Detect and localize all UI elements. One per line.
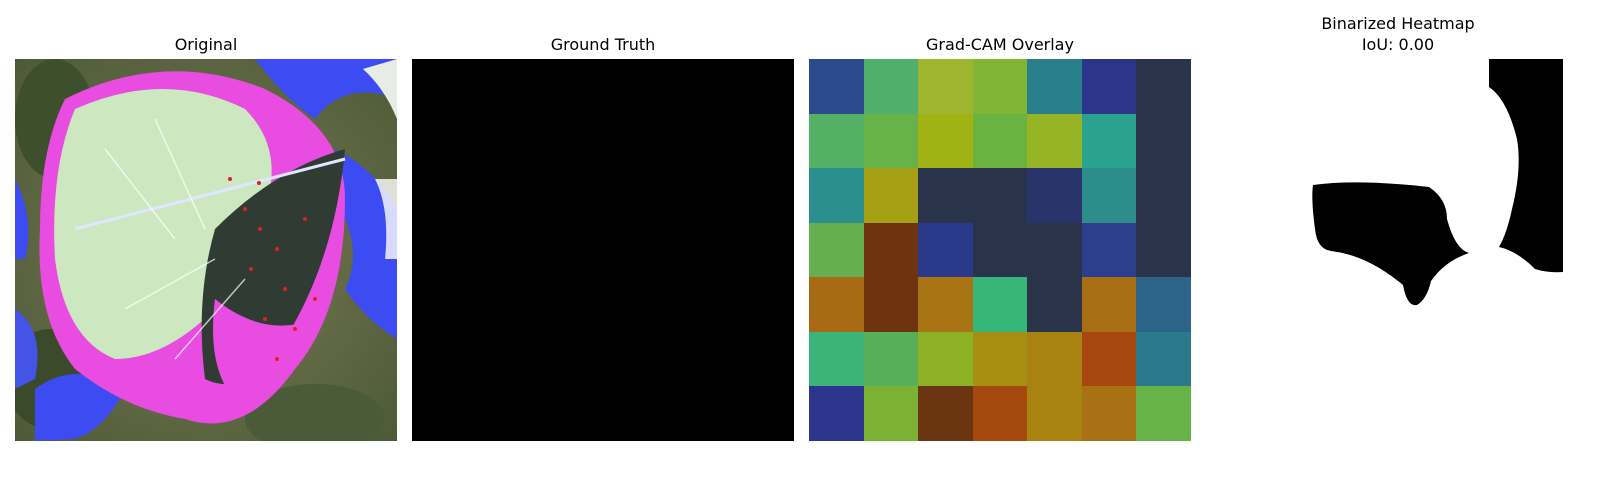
heatmap-cell: [918, 386, 973, 441]
binarized-title-line1: Binarized Heatmap: [1321, 14, 1475, 33]
heatmap-cell: [1136, 222, 1191, 278]
heatmap-cell: [809, 331, 864, 387]
gradcam-title: Grad-CAM Overlay: [926, 35, 1074, 54]
heatmap-cell: [809, 113, 864, 169]
original-title: Original: [174, 35, 238, 54]
heatmap-cell: [972, 222, 1028, 278]
heatmap-cell: [863, 277, 919, 332]
heatmap-cell: [972, 386, 1028, 441]
heatmap-cell: [863, 113, 919, 169]
heatmap-cell: [1081, 59, 1137, 114]
heatmap-cell: [1027, 277, 1082, 332]
iou-label: IoU: 0.00: [1361, 35, 1435, 54]
heatmap-cell: [1027, 331, 1082, 387]
heatmap-cell: [809, 277, 864, 332]
heatmap-cell: [863, 168, 919, 223]
heatmap-cell: [1081, 331, 1137, 387]
heatmap-cell: [918, 59, 973, 114]
heatmap-cell: [1027, 59, 1082, 114]
ground-truth-mask: [412, 59, 794, 441]
heatmap-cell: [809, 222, 864, 278]
heatmap-cell: [918, 222, 973, 278]
heatmap-cell: [1027, 222, 1082, 278]
heatmap-cell: [1027, 168, 1082, 223]
heatmap-cell: [972, 168, 1028, 223]
original-image: [15, 59, 397, 441]
heatmap-cell: [1136, 277, 1191, 332]
heatmap-cell: [918, 277, 973, 332]
heatmap-cell: [972, 277, 1028, 332]
heatmap-cell: [809, 59, 864, 114]
heatmap-cell: [1136, 386, 1191, 441]
heatmap-cell: [1081, 222, 1137, 278]
heatmap-cell: [1081, 386, 1137, 441]
heatmap-cell: [1081, 277, 1137, 332]
binarized-title: Binarized Heatmap IoU: 0.00: [1207, 13, 1589, 55]
heatmap-cell: [972, 331, 1028, 387]
heatmap-cell: [863, 331, 919, 387]
heatmap-cell: [918, 168, 973, 223]
heatmap-cell: [918, 331, 973, 387]
heatmap-cell: [1027, 113, 1082, 169]
heatmap-cell: [863, 222, 919, 278]
heatmap-cell: [1136, 331, 1191, 387]
heatmap-cell: [1081, 113, 1137, 169]
heatmap-cell: [972, 59, 1028, 114]
heatmap-cell: [1136, 59, 1191, 114]
heatmap-cell: [809, 386, 864, 441]
heatmap-cell: [863, 386, 919, 441]
heatmap-cell: [1136, 168, 1191, 223]
heatmap-cell: [1136, 113, 1191, 169]
ground-truth-title: Ground Truth: [550, 35, 656, 54]
heatmap-cell: [1027, 386, 1082, 441]
heatmap-cell: [863, 59, 919, 114]
heatmap-cell: [918, 113, 973, 169]
heatmap-cell: [972, 113, 1028, 169]
heatmap-cell: [1081, 168, 1137, 223]
gradcam-overlay: [809, 59, 1191, 441]
heatmap-cell: [809, 168, 864, 223]
binarized-heatmap: [1207, 59, 1589, 441]
